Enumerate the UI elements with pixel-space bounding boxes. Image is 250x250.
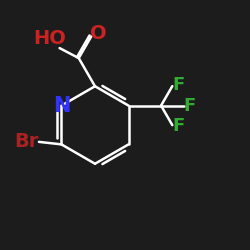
- Text: F: F: [172, 117, 185, 135]
- Text: N: N: [53, 96, 70, 116]
- Text: F: F: [172, 76, 185, 94]
- Text: HO: HO: [33, 28, 66, 48]
- Text: Br: Br: [14, 132, 39, 151]
- Text: O: O: [90, 24, 107, 44]
- Text: F: F: [184, 96, 196, 114]
